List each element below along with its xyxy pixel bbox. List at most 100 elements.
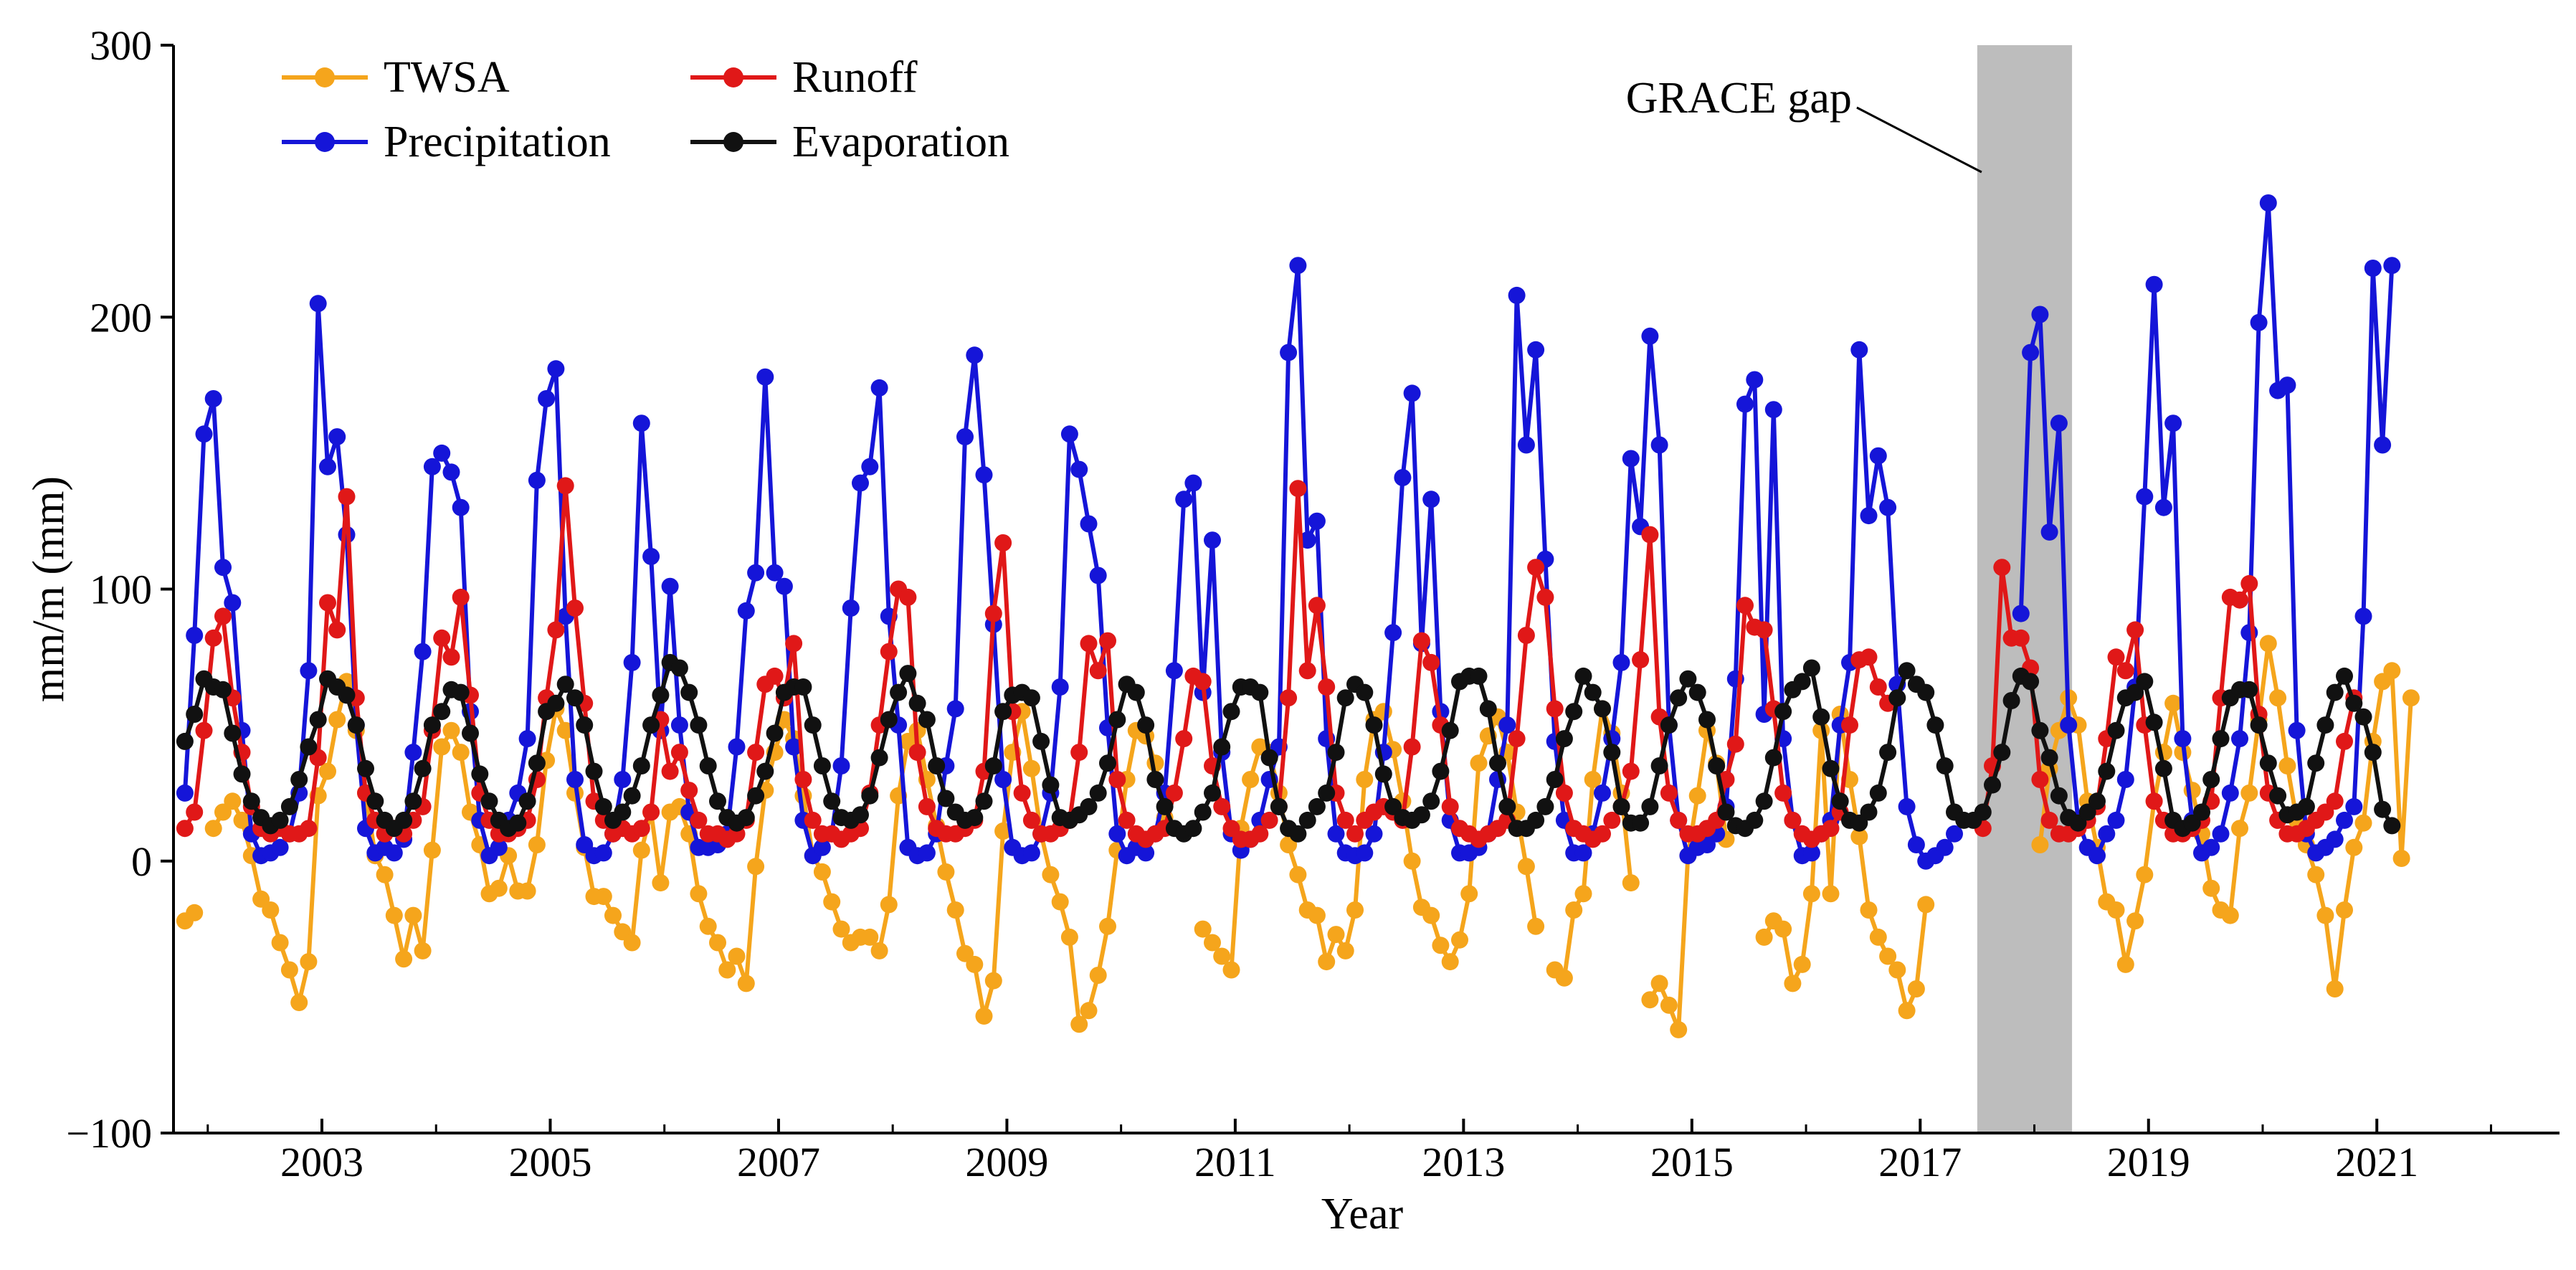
runoff-point: [1280, 689, 1298, 707]
x-tick-label: 2007: [737, 1139, 820, 1185]
runoff-point: [1517, 627, 1535, 644]
precipitation-point: [2136, 488, 2154, 506]
twsa-point: [300, 953, 318, 971]
twsa-point: [1289, 866, 1307, 883]
precipitation-point: [319, 458, 336, 475]
precipitation-point: [2231, 730, 2248, 748]
evaporation-point: [1984, 776, 2001, 794]
runoff-point: [214, 607, 232, 625]
evaporation-point: [709, 792, 726, 810]
runoff-point: [1641, 526, 1659, 544]
runoff-point: [804, 811, 822, 829]
evaporation-point: [471, 765, 489, 783]
runoff-point: [1308, 597, 1326, 615]
evaporation-point: [2250, 716, 2268, 734]
precipitation-point: [1746, 371, 1764, 389]
precipitation-point: [2031, 305, 2049, 323]
twsa-point: [1022, 759, 1040, 777]
twsa-point: [1099, 917, 1116, 935]
evaporation-point: [1327, 744, 1345, 762]
evaporation-point: [1555, 730, 1573, 748]
precipitation-point: [204, 390, 222, 407]
runoff-point: [1403, 738, 1421, 756]
evaporation-point: [280, 797, 298, 815]
evaporation-point: [670, 659, 688, 677]
precipitation-point: [2383, 257, 2401, 275]
evaporation-point: [1365, 716, 1383, 734]
evaporation-point: [1298, 811, 1316, 829]
precipitation-point: [2288, 721, 2306, 739]
twsa-point: [1308, 906, 1326, 924]
evaporation-point: [1898, 662, 1916, 680]
runoff-point: [1108, 771, 1126, 788]
twsa-point: [1574, 885, 1592, 903]
evaporation-point: [1612, 797, 1630, 815]
precipitation-point: [642, 548, 660, 565]
twsa-point: [994, 823, 1012, 840]
precipitation-point: [1327, 825, 1345, 843]
runoff-point: [1726, 735, 1744, 753]
precipitation-point: [2040, 523, 2058, 541]
evaporation-point: [1213, 738, 1231, 756]
precipitation-point: [1879, 498, 1897, 516]
twsa-point: [404, 906, 422, 924]
runoff-point: [1118, 811, 1136, 829]
precipitation-point: [2098, 825, 2116, 843]
precipitation-point: [224, 594, 242, 612]
twsa-point: [1080, 1002, 1098, 1020]
evaporation-point: [423, 716, 441, 734]
runoff-point: [2336, 732, 2353, 750]
twsa-point: [528, 836, 546, 853]
precipitation-point: [861, 458, 879, 475]
twsa-point: [1793, 955, 1811, 973]
evaporation-point: [1679, 670, 1697, 688]
evaporation-point: [1698, 711, 1716, 729]
evaporation-point: [1222, 703, 1240, 721]
evaporation-point: [566, 689, 584, 707]
evaporation-point: [1099, 754, 1116, 772]
evaporation-point: [1650, 757, 1668, 774]
runoff-point: [785, 635, 803, 653]
twsa-point: [1650, 975, 1668, 992]
runoff-point: [566, 600, 584, 617]
precipitation-point: [547, 360, 565, 378]
evaporation-point: [1127, 683, 1145, 701]
evaporation-point: [699, 757, 717, 774]
evaporation-point: [2316, 716, 2334, 734]
series-layer: [176, 194, 2420, 1038]
runoff-point: [1422, 653, 1440, 671]
evaporation-point: [547, 694, 565, 712]
runoff-point: [1213, 797, 1231, 815]
twsa-point: [1584, 771, 1602, 788]
runoff-point: [1508, 730, 1526, 748]
evaporation-point: [966, 809, 984, 827]
evaporation-point: [2354, 708, 2372, 726]
twsa-point: [984, 972, 1002, 990]
precipitation-point: [2012, 605, 2030, 622]
twsa-point: [1441, 953, 1459, 971]
precipitation-point: [528, 471, 546, 489]
precipitation-point: [1051, 678, 1069, 696]
precipitation-point: [2164, 414, 2182, 432]
y-axis-title: mm/m (mm): [24, 476, 73, 702]
precipitation-point: [623, 653, 641, 671]
runoff-point: [2326, 792, 2344, 810]
evaporation-point: [1356, 683, 1374, 701]
twsa-point: [2221, 906, 2239, 924]
runoff-point: [2031, 771, 2049, 788]
evaporation-point: [1536, 797, 1554, 815]
evaporation-point: [528, 754, 546, 772]
precipitation-point: [433, 444, 451, 462]
legend-marker-precipitation: [315, 132, 335, 152]
evaporation-point: [652, 686, 670, 704]
twsa-point: [328, 711, 346, 729]
twsa-point: [2126, 912, 2144, 930]
evaporation-point: [2212, 730, 2230, 748]
precipitation-point: [1869, 447, 1887, 465]
runoff-point: [642, 803, 660, 821]
evaporation-point: [1080, 797, 1098, 815]
precipitation-point: [2364, 260, 2382, 277]
twsa-point: [1432, 937, 1450, 954]
runoff-point: [670, 744, 688, 762]
precipitation-point: [1280, 343, 1298, 361]
